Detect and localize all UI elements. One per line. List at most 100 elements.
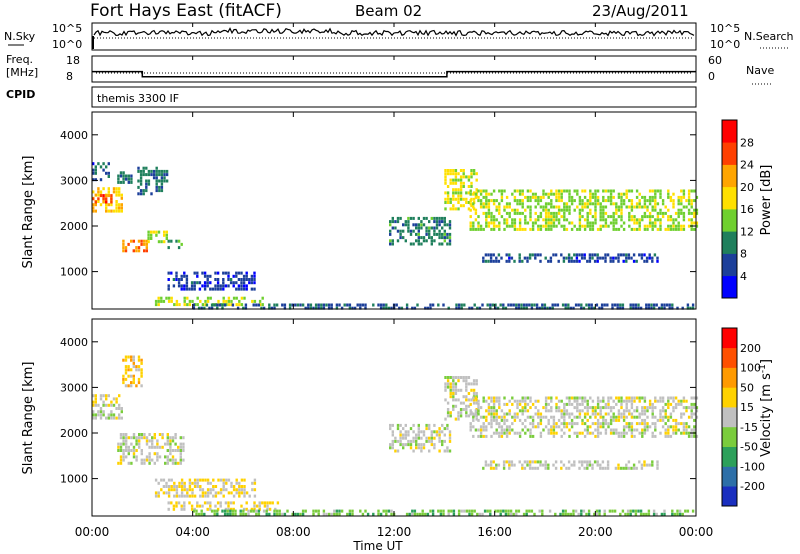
- power-cell: [158, 169, 161, 173]
- power-cell: [474, 218, 478, 222]
- velocity-cell: [522, 512, 526, 516]
- velocity-cell: [475, 379, 478, 383]
- power-cell: [633, 215, 636, 219]
- velocity-cell: [539, 460, 542, 464]
- power-cell: [213, 303, 216, 307]
- power-cell: [628, 189, 631, 193]
- velocity-cell: [115, 400, 118, 404]
- power-cell: [677, 221, 680, 225]
- power-cell: [617, 256, 620, 260]
- power-cell: [602, 205, 605, 209]
- power-cell: [539, 224, 543, 228]
- power-cell: [248, 281, 251, 285]
- power-cell: [690, 227, 693, 231]
- velocity-cell: [467, 404, 471, 408]
- power-cell: [449, 201, 452, 204]
- power-cell: [155, 173, 158, 177]
- velocity-cell: [467, 414, 471, 418]
- power-cell: [612, 227, 615, 231]
- velocity-cell: [438, 427, 441, 431]
- velocity-cell: [430, 430, 433, 434]
- power-cell: [196, 274, 199, 278]
- power-cell: [118, 187, 121, 191]
- power-cell: [616, 306, 619, 310]
- velocity-cell: [521, 428, 524, 432]
- power-cell: [576, 189, 579, 193]
- velocity-cell: [648, 399, 652, 403]
- power-cell: [467, 201, 471, 204]
- power-cell: [635, 205, 639, 209]
- velocity-cell: [172, 507, 176, 511]
- velocity-cell: [452, 404, 455, 408]
- power-cell: [651, 227, 654, 231]
- power-cell: [281, 303, 284, 307]
- power-cell: [677, 208, 680, 212]
- velocity-cell: [583, 422, 587, 426]
- power-cell: [578, 224, 582, 228]
- power-cell: [407, 216, 410, 220]
- velocity-cell: [539, 463, 542, 467]
- velocity-cell: [678, 509, 682, 513]
- velocity-cell: [661, 406, 665, 410]
- velocity-cell: [112, 403, 116, 407]
- velocity-cell: [188, 478, 192, 482]
- power-cell: [142, 169, 145, 173]
- power-cell: [107, 187, 110, 191]
- velocity-cell: [580, 512, 583, 516]
- power-cell: [216, 303, 219, 307]
- power-cell: [379, 306, 383, 310]
- velocity-cell: [544, 402, 548, 406]
- velocity-cell: [490, 412, 493, 416]
- velocity-cell: [475, 417, 478, 421]
- velocity-cell: [248, 494, 251, 498]
- velocity-cell: [226, 509, 229, 513]
- velocity-cell: [448, 433, 452, 437]
- velocity-cell: [528, 466, 532, 470]
- power-cell: [602, 189, 605, 193]
- power-cell: [586, 215, 589, 219]
- velocity-cell: [107, 403, 110, 407]
- velocity-cell: [188, 485, 192, 488]
- power-cell: [535, 303, 539, 307]
- velocity-cell: [179, 461, 182, 465]
- power-cell: [495, 199, 498, 203]
- power-cell: [465, 197, 468, 201]
- power-cell: [609, 202, 613, 206]
- velocity-cell: [467, 392, 471, 395]
- velocity-cell: [430, 439, 433, 443]
- velocity-cell: [552, 428, 556, 432]
- power-cell: [542, 189, 545, 193]
- power-cell: [680, 208, 683, 212]
- power-cell: [604, 205, 608, 209]
- power-cell: [465, 201, 468, 204]
- velocity-cell: [200, 509, 203, 513]
- velocity-cell: [652, 512, 656, 516]
- power-cell: [513, 218, 517, 222]
- frequency-panel: Freq. [MHz] 18 8 60 0 Nave: [6, 53, 774, 85]
- power-cell: [304, 306, 307, 310]
- velocity-cell: [560, 428, 563, 432]
- power-cell: [477, 224, 480, 228]
- power-cell: [330, 306, 333, 310]
- power-cell: [425, 226, 428, 230]
- velocity-cell: [624, 512, 627, 516]
- power-cell: [495, 208, 498, 212]
- velocity-cell: [258, 501, 261, 505]
- velocity-cell: [253, 481, 257, 485]
- velocity-cell: [477, 428, 480, 432]
- power-cell: [607, 189, 610, 193]
- velocity-cell: [196, 478, 199, 482]
- velocity-cell: [664, 428, 667, 432]
- velocity-cell: [132, 377, 135, 381]
- velocity-cell: [693, 406, 696, 410]
- velocity-cell: [422, 443, 426, 447]
- velocity-cell: [166, 461, 169, 465]
- velocity-cell: [457, 509, 461, 513]
- power-cell: [680, 227, 683, 231]
- power-cell: [589, 202, 592, 206]
- velocity-cell: [203, 501, 207, 505]
- velocity-cell: [489, 466, 493, 470]
- velocity-cell: [498, 431, 501, 435]
- velocity-cell: [420, 430, 423, 434]
- power-cell: [687, 192, 691, 196]
